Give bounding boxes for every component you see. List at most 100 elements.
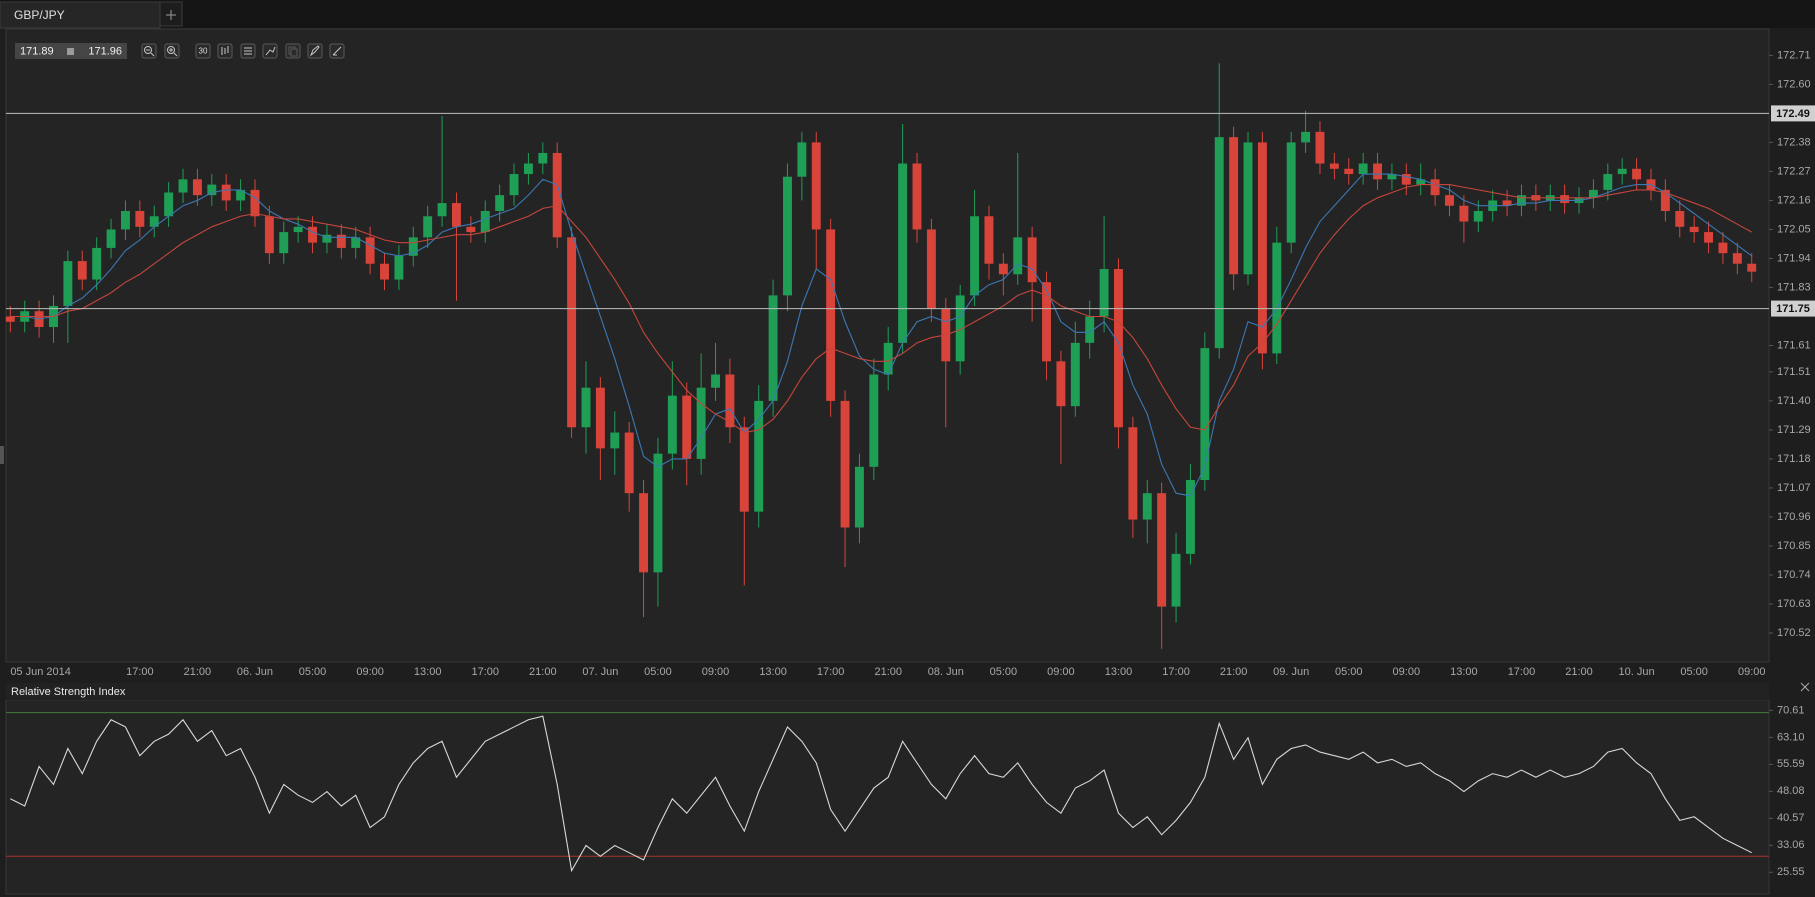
candle-body: [509, 174, 519, 196]
candle-body: [883, 342, 893, 375]
candle-body: [1157, 493, 1167, 607]
interval-label[interactable]: 30: [199, 47, 208, 56]
y-tick-label: 70.61: [1777, 704, 1805, 716]
candle-body: [394, 255, 404, 280]
y-tick-label: 171.94: [1777, 252, 1811, 264]
y-tick-label: 40.57: [1777, 812, 1805, 824]
new-tab-button[interactable]: [159, 1, 183, 27]
draw-line-button[interactable]: [262, 43, 278, 59]
x-tick-label: 09:00: [702, 666, 730, 678]
x-tick-label: 09:00: [1393, 666, 1421, 678]
y-tick-label: 172.27: [1777, 165, 1811, 177]
candle-body: [754, 400, 764, 512]
candle-body: [466, 226, 476, 233]
candle-body: [408, 237, 418, 256]
candle-body: [452, 203, 461, 227]
y-tick-label: 48.08: [1777, 785, 1805, 797]
y-tick-label: 171.40: [1777, 395, 1811, 407]
candle-body: [178, 179, 188, 193]
quote-separator: [67, 48, 74, 55]
x-tick-label: 17:00: [817, 666, 845, 678]
candle-body: [264, 216, 274, 254]
candle-body: [92, 247, 102, 280]
candle-body: [1358, 163, 1368, 175]
bid-price: 171.89: [20, 45, 54, 57]
candle-body: [926, 229, 936, 309]
y-tick-label: 170.96: [1777, 511, 1811, 523]
y-tick-label: 170.85: [1777, 540, 1811, 552]
candle-body: [1315, 131, 1325, 164]
candle-body: [365, 237, 375, 264]
candle-body: [1042, 282, 1051, 362]
candle-body: [1272, 242, 1282, 354]
x-tick-label: 05 Jun 2014: [10, 666, 71, 678]
zoom-in-button[interactable]: [164, 43, 180, 59]
candle-body: [1056, 361, 1066, 407]
candle-body: [1416, 179, 1426, 185]
x-tick-label: 17:00: [1162, 666, 1190, 678]
candle-body: [495, 195, 505, 211]
candle-body: [5, 316, 15, 322]
x-tick-label: 17:00: [1508, 666, 1536, 678]
side-handle[interactable]: [0, 446, 4, 464]
candle-body: [1560, 195, 1570, 204]
candle-body: [1430, 179, 1440, 196]
candle-body: [135, 210, 145, 227]
x-tick-label: 09:00: [356, 666, 384, 678]
candle-body: [1704, 232, 1714, 243]
rsi-plot: [5, 699, 1770, 895]
candle-body: [538, 152, 548, 164]
indicators-button[interactable]: [240, 43, 256, 59]
x-tick-label: 09. Jun: [1273, 666, 1309, 678]
candle-body: [711, 374, 720, 388]
x-tick-label: 07. Jun: [582, 666, 618, 678]
tab-label[interactable]: GBP/JPY: [14, 8, 65, 22]
x-tick-label: 08. Jun: [928, 666, 964, 678]
candle-body: [639, 493, 649, 573]
interval-button[interactable]: 30: [195, 43, 211, 59]
candle-body: [1286, 142, 1296, 243]
moving-average-line: [10, 173, 1753, 497]
x-tick-label: 13:00: [1105, 666, 1133, 678]
candle-body: [480, 210, 490, 233]
zoom-out-button[interactable]: [141, 43, 157, 59]
candle-body: [279, 232, 289, 254]
tab[interactable]: [0, 1, 161, 29]
rsi-title: Relative Strength Index: [11, 686, 126, 698]
candle-body: [1747, 263, 1757, 272]
chart-type-button[interactable]: [217, 43, 233, 59]
x-tick-label: 17:00: [126, 666, 154, 678]
candle-body: [1473, 210, 1483, 222]
close-indicator[interactable]: [1800, 682, 1810, 692]
x-tick-label: 21:00: [184, 666, 212, 678]
x-tick-label: 09:00: [1047, 666, 1075, 678]
y-tick-label: 171.51: [1777, 366, 1811, 378]
candle-body: [308, 226, 318, 243]
y-tick-label: 171.07: [1777, 482, 1811, 494]
x-tick-label: 21:00: [1565, 666, 1593, 678]
candle-body: [1632, 168, 1642, 180]
candle-body: [898, 163, 908, 343]
candle-body: [1229, 137, 1239, 275]
x-tick-label: 10. Jun: [1619, 666, 1655, 678]
edit-button[interactable]: [307, 43, 323, 59]
pen-button[interactable]: [329, 43, 345, 59]
y-tick-label: 55.59: [1777, 758, 1805, 770]
horizontal-line-label-box: [1771, 105, 1815, 122]
y-tick-label: 170.52: [1777, 627, 1811, 639]
candle-body: [1588, 189, 1598, 198]
candle-body: [840, 400, 850, 528]
y-tick-label: 172.16: [1777, 194, 1811, 206]
candle-body: [207, 184, 217, 196]
candle-body: [811, 142, 821, 230]
y-tick-label: 33.06: [1777, 839, 1805, 851]
candle-body: [1445, 195, 1454, 206]
horizontal-line-label: 172.49: [1776, 108, 1810, 120]
candle-body: [351, 237, 361, 248]
candle-body: [624, 432, 634, 494]
y-tick-label: 25.55: [1777, 866, 1805, 878]
candle-body: [1387, 174, 1397, 180]
copy-button[interactable]: [285, 43, 301, 59]
